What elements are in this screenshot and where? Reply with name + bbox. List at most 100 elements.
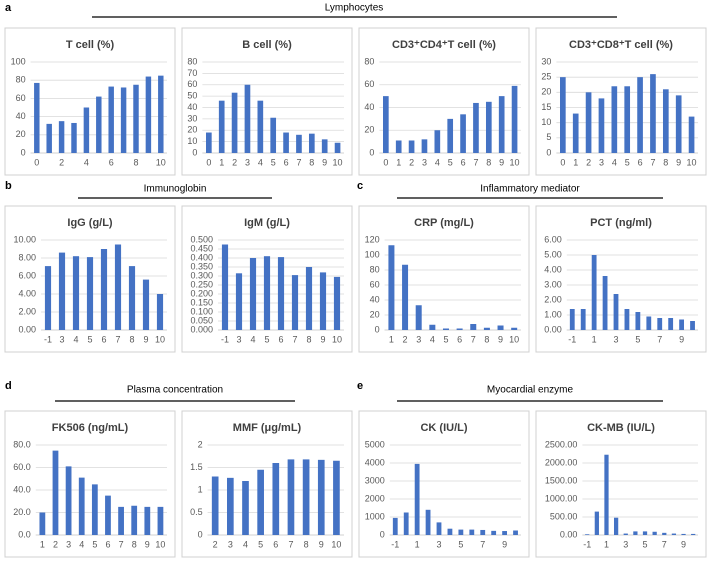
x-tick-label: 10 bbox=[510, 157, 520, 167]
bar bbox=[585, 534, 590, 535]
y-tick-label: 10.00 bbox=[13, 234, 36, 244]
bar bbox=[118, 506, 124, 535]
bar bbox=[71, 122, 77, 153]
x-tick-label: 3 bbox=[228, 539, 233, 549]
bar bbox=[334, 142, 341, 153]
section-letter: b bbox=[5, 180, 12, 192]
x-tick-label: 7 bbox=[119, 539, 124, 549]
y-tick-label: 60 bbox=[187, 79, 197, 89]
x-tick-label: 8 bbox=[486, 157, 491, 167]
x-tick-label: 4 bbox=[73, 334, 78, 344]
y-tick-label: 40 bbox=[364, 102, 374, 112]
y-tick-label: 5 bbox=[546, 132, 551, 142]
bar bbox=[668, 318, 674, 330]
bar bbox=[142, 279, 150, 330]
x-tick-label: 5 bbox=[443, 334, 448, 344]
chart-title: IgM (g/L) bbox=[244, 217, 290, 229]
section-title: Plasma concentration bbox=[127, 385, 223, 396]
bar bbox=[421, 139, 428, 153]
x-tick-label: 3 bbox=[416, 334, 421, 344]
bar bbox=[263, 256, 271, 330]
bar bbox=[231, 92, 238, 153]
x-tick-label: 1 bbox=[604, 539, 609, 549]
y-tick-label: 0 bbox=[375, 324, 380, 334]
y-tick-label: 0.5 bbox=[190, 507, 203, 517]
x-tick-label: 9 bbox=[502, 539, 507, 549]
bar bbox=[456, 328, 463, 330]
bar bbox=[662, 532, 667, 535]
section-title: Myocardial enzyme bbox=[487, 385, 574, 396]
x-tick-label: 2 bbox=[409, 157, 414, 167]
y-tick-label: 0 bbox=[198, 529, 203, 539]
chart-title: B cell (%) bbox=[242, 39, 292, 51]
bar bbox=[46, 123, 52, 153]
bar bbox=[383, 96, 389, 153]
bar bbox=[72, 256, 80, 330]
bar bbox=[58, 252, 66, 330]
y-tick-label: 2000 bbox=[365, 493, 385, 503]
bar bbox=[157, 506, 164, 535]
y-tick-label: 0 bbox=[380, 529, 385, 539]
x-tick-label: 8 bbox=[304, 539, 309, 549]
x-tick-label: 5 bbox=[271, 157, 276, 167]
x-tick-label: 7 bbox=[471, 334, 476, 344]
y-tick-label: 0.400 bbox=[190, 252, 213, 262]
y-tick-label: 4000 bbox=[365, 457, 385, 467]
bar bbox=[498, 96, 505, 153]
x-tick-label: 8 bbox=[484, 334, 489, 344]
bar bbox=[317, 459, 325, 535]
x-tick-label: 9 bbox=[320, 334, 325, 344]
bar bbox=[442, 328, 449, 330]
y-tick-label: 0.350 bbox=[190, 261, 213, 271]
bar bbox=[429, 324, 436, 330]
bar bbox=[604, 454, 609, 535]
bar bbox=[414, 463, 420, 535]
bar bbox=[613, 517, 619, 535]
bar bbox=[283, 132, 289, 153]
x-tick-label: 5 bbox=[448, 157, 453, 167]
x-tick-label: -1 bbox=[221, 334, 229, 344]
y-tick-label: 70 bbox=[187, 68, 197, 78]
x-tick-label: 7 bbox=[480, 539, 485, 549]
x-tick-label: 6 bbox=[109, 157, 114, 167]
bar bbox=[470, 324, 477, 330]
x-tick-label: 1 bbox=[396, 157, 401, 167]
y-tick-label: 0.450 bbox=[190, 243, 213, 253]
bar bbox=[613, 294, 619, 330]
x-tick-label: 2 bbox=[232, 157, 237, 167]
x-tick-label: -1 bbox=[391, 539, 399, 549]
bar bbox=[145, 76, 152, 153]
x-tick-label: 1 bbox=[219, 157, 224, 167]
x-tick-label: 6 bbox=[101, 334, 106, 344]
bar bbox=[144, 506, 151, 535]
x-tick-label: 3 bbox=[436, 539, 441, 549]
y-tick-label: 20 bbox=[16, 129, 26, 139]
bar bbox=[403, 512, 409, 535]
bar bbox=[114, 244, 122, 330]
section-title: Immunoglobin bbox=[144, 184, 207, 195]
bar bbox=[86, 257, 94, 330]
y-tick-label: 2500.00 bbox=[545, 439, 578, 449]
x-tick-label: 0 bbox=[206, 157, 211, 167]
y-tick-label: 3000 bbox=[365, 475, 385, 485]
bar bbox=[296, 134, 302, 153]
y-tick-label: 80 bbox=[370, 264, 380, 274]
x-tick-label: 5 bbox=[87, 334, 92, 344]
bar bbox=[133, 84, 139, 153]
x-tick-label: 2 bbox=[59, 157, 64, 167]
x-tick-label: -1 bbox=[583, 539, 591, 549]
bar bbox=[679, 319, 685, 330]
y-tick-label: 2.00 bbox=[18, 306, 36, 316]
bar bbox=[434, 130, 441, 153]
x-tick-label: 7 bbox=[473, 157, 478, 167]
x-tick-label: 0 bbox=[560, 157, 565, 167]
x-tick-label: 5 bbox=[643, 539, 648, 549]
chart-title: PCT (ng/ml) bbox=[590, 217, 652, 229]
x-tick-label: 4 bbox=[430, 334, 435, 344]
x-tick-label: 3 bbox=[623, 539, 628, 549]
x-tick-label: 8 bbox=[129, 334, 134, 344]
y-tick-label: 0 bbox=[546, 147, 551, 157]
bar bbox=[502, 531, 508, 535]
x-tick-label: 8 bbox=[132, 539, 137, 549]
